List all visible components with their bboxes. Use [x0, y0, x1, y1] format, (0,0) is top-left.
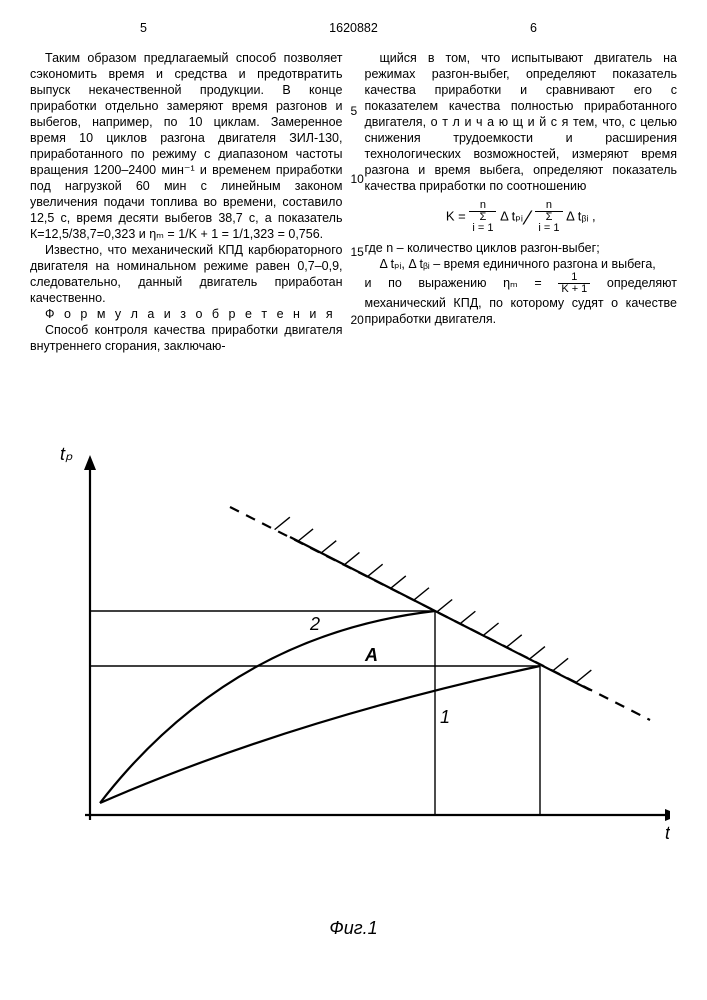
eta-fraction: 1 K + 1: [558, 272, 590, 295]
figure-1: tₚ t₆ 2 1 A Фиг.1: [30, 425, 677, 970]
left-p3: Способ контроля качества приработки двиг…: [30, 322, 343, 354]
page-number-left: 5: [140, 20, 147, 36]
right-p4: и по выражению ηₘ = 1 K + 1 определяют м…: [365, 272, 678, 327]
svg-text:1: 1: [440, 707, 450, 727]
line-marker-10: 10: [351, 172, 364, 187]
sum-b: n Σ i = 1: [535, 200, 562, 234]
svg-text:A: A: [364, 645, 378, 665]
svg-text:2: 2: [309, 614, 320, 634]
figure-caption: Фиг.1: [329, 917, 377, 940]
svg-text:t₆: t₆: [665, 823, 670, 843]
left-p2: Известно, что механический КПД карбюрато…: [30, 242, 343, 306]
svg-text:tₚ: tₚ: [60, 444, 73, 464]
sum-a: n Σ i = 1: [469, 200, 496, 234]
right-p2: где n – количество циклов разгон-выбег;: [365, 240, 678, 256]
patent-number: 1620882: [329, 20, 378, 36]
main-formula: K = n Σ i = 1 Δ tₚᵢ ⁄ n Σ i = 1: [365, 200, 678, 234]
text-columns: Таким образом предлагаемый способ позвол…: [30, 50, 677, 354]
left-p1: Таким образом предлагаемый способ позвол…: [30, 50, 343, 242]
page-header: 5 1620882 6: [30, 20, 677, 44]
line-marker-5: 5: [351, 104, 358, 119]
page: 5 1620882 6 Таким образом предлагаемый с…: [0, 0, 707, 1000]
formula-heading: Ф о р м у л а и з о б р е т е н и я: [30, 306, 343, 322]
right-column: 5 10 15 20 щийся в том, что испытывают д…: [365, 50, 678, 354]
left-column: Таким образом предлагаемый способ позвол…: [30, 50, 343, 354]
line-marker-20: 20: [351, 313, 364, 328]
figure-svg: tₚ t₆ 2 1 A: [30, 425, 670, 925]
right-p1: щийся в том, что испытывают двигатель на…: [365, 50, 678, 194]
right-p3: Δ tₚᵢ, Δ tᵦᵢ – время единичного разгона …: [365, 256, 678, 272]
page-number-right: 6: [530, 20, 537, 36]
line-marker-15: 15: [351, 245, 364, 260]
